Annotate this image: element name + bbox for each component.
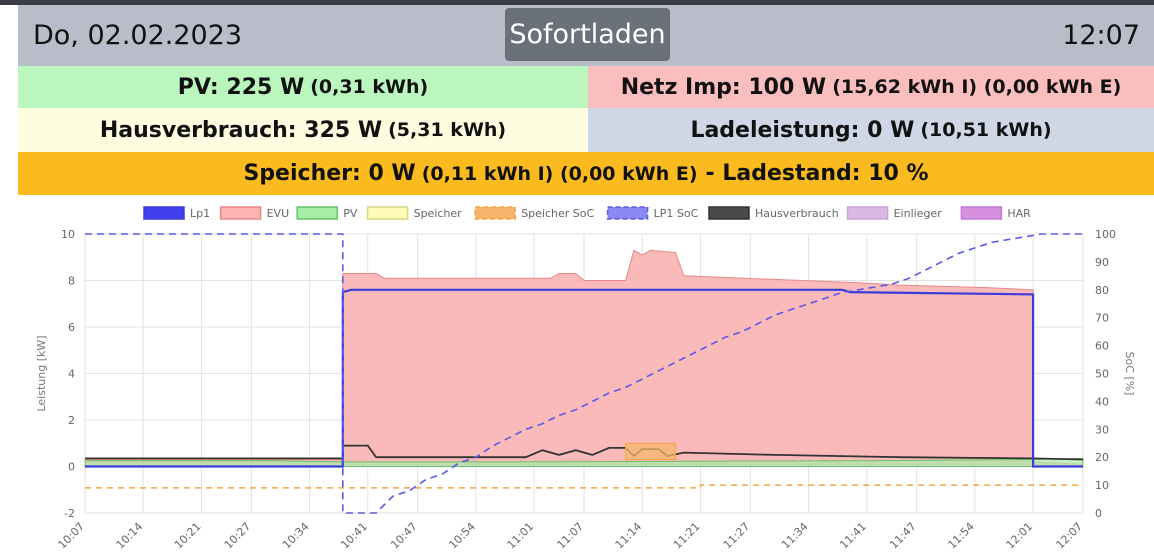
x-tick-label: 10:47: [388, 520, 420, 552]
y2-tick-label: 80: [1095, 284, 1109, 297]
storage-soc: - Ladestand: 10 %: [705, 161, 929, 186]
house-tile: Hausverbrauch: 325 W (5,31 kWh): [18, 108, 588, 152]
storage-energy: (0,11 kWh I) (0,00 kWh E): [421, 162, 698, 185]
series-speicher-soc: [85, 484, 1083, 489]
legend-swatch: [474, 206, 516, 220]
legend-swatch: [143, 206, 185, 220]
y-tick-label: 2: [68, 414, 75, 427]
x-tick-label: 10:54: [446, 520, 478, 552]
storage-tile: Speicher: 0 W (0,11 kWh I) (0,00 kWh E) …: [18, 152, 1154, 195]
y2-tick-label: 0: [1095, 507, 1102, 520]
power-chart[interactable]: -2 0 2 4 6 8 10 0 10 20 30 40 50 60 70 80 90 100 10:07 10:1…: [18, 196, 1154, 556]
top-bar: [0, 0, 1154, 5]
y2-tick-label: 30: [1095, 423, 1109, 436]
legend-swatch: [219, 206, 262, 220]
y2-tick-label: 40: [1095, 395, 1109, 408]
y-tick-label: 10: [61, 228, 75, 241]
x-tick-label: 10:41: [338, 520, 370, 552]
y2-tick-label: 90: [1095, 256, 1109, 269]
series-evu: [84, 249, 1084, 467]
x-tick-label: 10:34: [280, 520, 312, 552]
legend-swatch: [366, 206, 409, 220]
x-tick-label: 11:07: [555, 520, 587, 552]
x-tick-label: 10:27: [222, 520, 254, 552]
y2-axis-label: SoC [%]: [1123, 352, 1136, 396]
series-hausverbrauch: [85, 444, 1084, 461]
x-tick-label: 11:21: [671, 520, 703, 552]
house-energy: (5,31 kWh): [388, 119, 507, 141]
charge-energy: (10,51 kWh): [920, 119, 1052, 141]
legend-label: LP1 SoC: [654, 207, 699, 220]
x-tick-label: 11:34: [779, 520, 811, 552]
legend-swatch: [846, 206, 889, 220]
grid-energy: (15,62 kWh I) (0,00 kWh E): [832, 76, 1122, 98]
legend-swatch: [708, 206, 750, 220]
legend-label: Hausverbrauch: [755, 207, 839, 220]
legend-label: Speicher: [414, 207, 463, 220]
y2-tick-label: 70: [1095, 312, 1109, 325]
x-tick-label: 11:14: [613, 520, 645, 552]
legend-label: Speicher SoC: [521, 207, 594, 220]
header-bar: Do, 02.02.2023 Sofortladen 12:07: [18, 5, 1154, 66]
charge-tile: Ladeleistung: 0 W (10,51 kWh): [588, 108, 1154, 152]
series-lp1-soc: [85, 233, 1083, 514]
y-tick-label: -2: [64, 507, 75, 520]
legend-label: Einlieger: [894, 207, 943, 220]
legend-label: EVU: [267, 207, 290, 220]
grid-power: Netz Imp: 100 W: [620, 74, 827, 100]
current-time: 12:07: [1062, 20, 1140, 51]
series-speicher-soc-highlight: [625, 442, 676, 461]
y2-tick-label: 50: [1095, 368, 1109, 381]
series-pv: [84, 457, 1084, 467]
y-tick-label: 4: [68, 368, 75, 381]
pv-energy: (0,31 kWh): [310, 76, 429, 98]
x-tick-label: 11:47: [887, 520, 919, 552]
x-tick-label: 11:41: [837, 520, 869, 552]
y-tick-label: 6: [68, 321, 75, 334]
legend-swatch: [296, 206, 338, 220]
x-tick-label: 12:01: [1004, 520, 1036, 552]
y-tick-label: 8: [68, 275, 75, 288]
grid-tile: Netz Imp: 100 W (15,62 kWh I) (0,00 kWh …: [588, 66, 1154, 108]
x-tick-label: 10:07: [56, 520, 88, 552]
legend-label: Lp1: [190, 207, 210, 220]
legend-swatch: [606, 206, 649, 220]
pv-power: PV: 225 W: [177, 74, 305, 100]
x-tick-label: 11:54: [945, 520, 977, 552]
y2-tick-label: 60: [1095, 340, 1109, 353]
y-axis-label: Leistung [kW]: [35, 335, 48, 411]
y2-tick-label: 20: [1095, 451, 1109, 464]
house-power: Hausverbrauch: 325 W: [99, 117, 383, 143]
storage-power: Speicher: 0 W: [243, 161, 416, 186]
x-tick-label: 10:14: [114, 520, 146, 552]
y-tick-label: 0: [68, 461, 75, 474]
y2-tick-label: 10: [1095, 479, 1109, 492]
legend-label: PV: [343, 207, 358, 220]
x-tick-label: 11:27: [721, 520, 753, 552]
y2-tick-label: 100: [1095, 228, 1116, 241]
legend-swatch: [960, 206, 1003, 220]
x-tick-label: 12:07: [1054, 520, 1086, 552]
x-tick-label: 11:01: [505, 520, 537, 552]
charge-power: Ladeleistung: 0 W: [690, 117, 915, 143]
x-tick-label: 10:21: [172, 520, 204, 552]
legend-label: HAR: [1007, 207, 1031, 220]
charge-mode-button[interactable]: Sofortladen: [505, 8, 670, 61]
pv-tile: PV: 225 W (0,31 kWh): [18, 66, 588, 108]
current-date: Do, 02.02.2023: [33, 20, 243, 51]
